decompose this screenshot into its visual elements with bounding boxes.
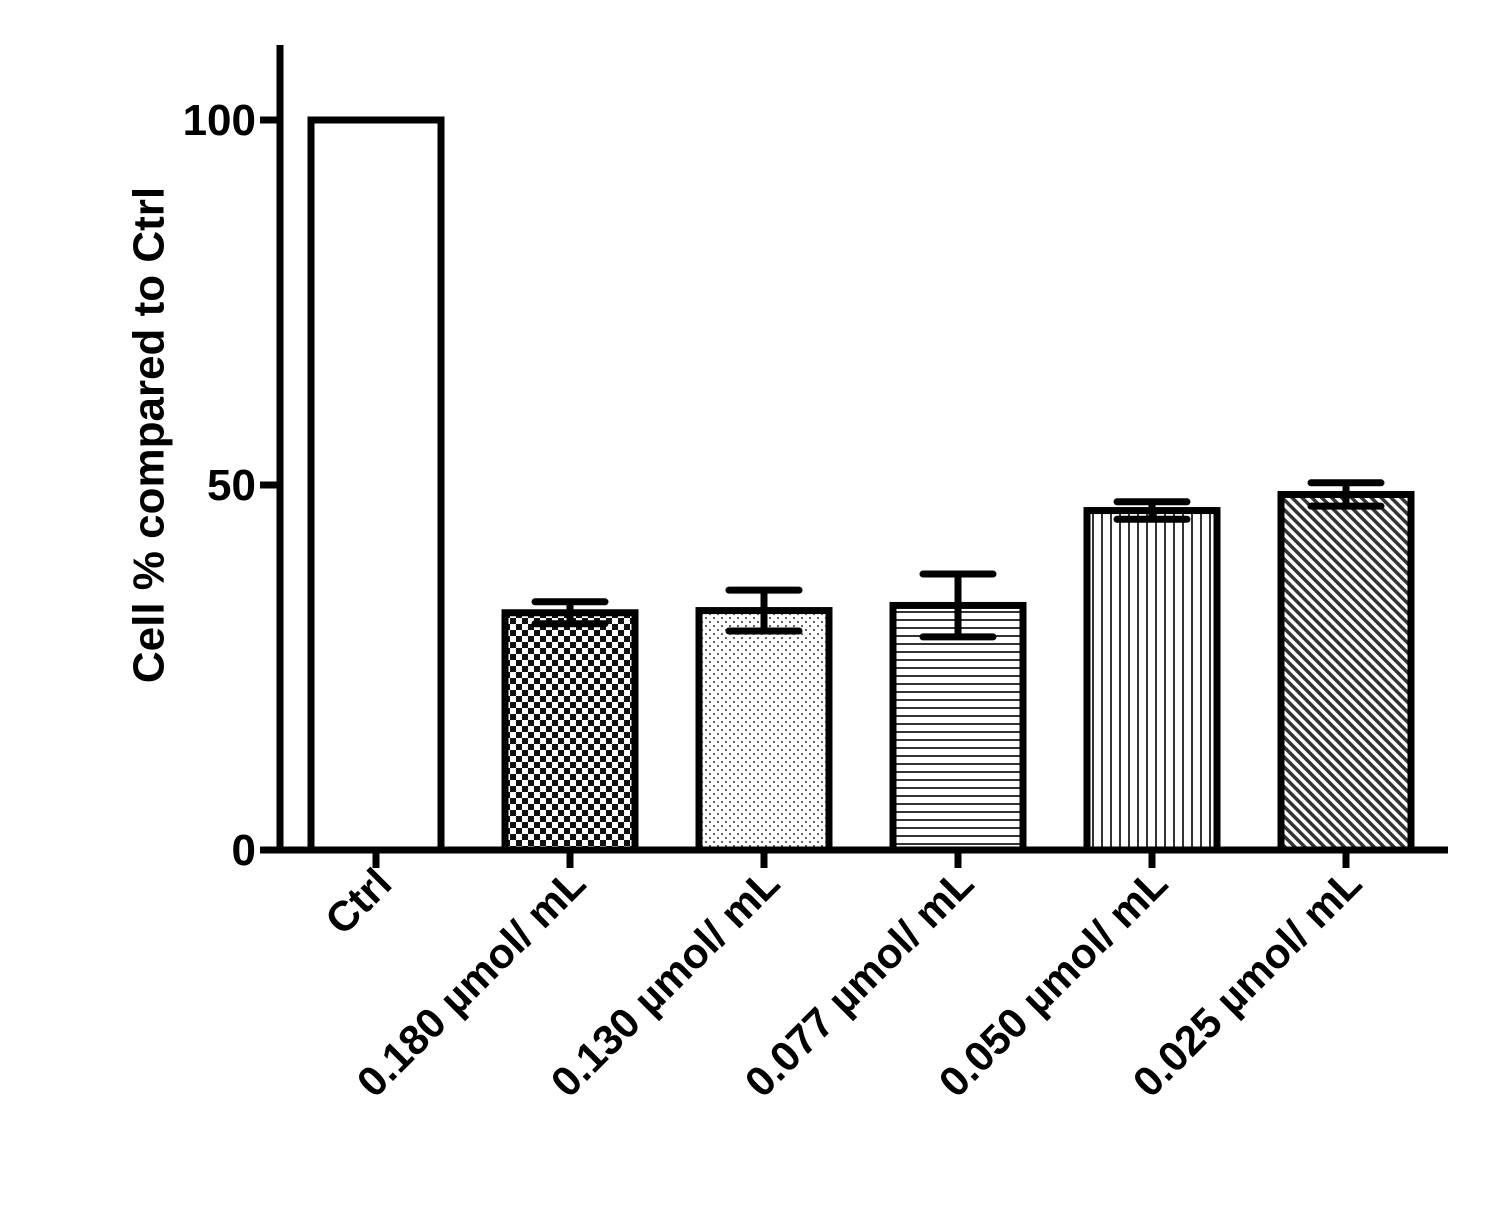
error-bar	[1113, 498, 1191, 523]
bar	[1277, 490, 1415, 854]
y-tick-label: 0	[232, 826, 256, 875]
y-tick-label: 50	[207, 461, 256, 510]
bar	[501, 609, 639, 854]
x-category-label: Ctrl	[316, 859, 400, 943]
y-axis-ticks: 0 50 100	[183, 96, 280, 875]
error-bars	[531, 479, 1385, 641]
error-bar	[725, 586, 803, 635]
bar	[307, 116, 445, 854]
y-axis-title: Cell % compared to Ctrl	[124, 187, 173, 683]
bars	[307, 116, 1415, 854]
error-bar	[531, 598, 609, 628]
error-bar	[1307, 479, 1385, 510]
bar	[1083, 507, 1221, 854]
bar	[889, 601, 1027, 854]
error-bar	[919, 570, 997, 641]
bar	[695, 607, 833, 854]
y-tick-label: 100	[183, 96, 256, 145]
